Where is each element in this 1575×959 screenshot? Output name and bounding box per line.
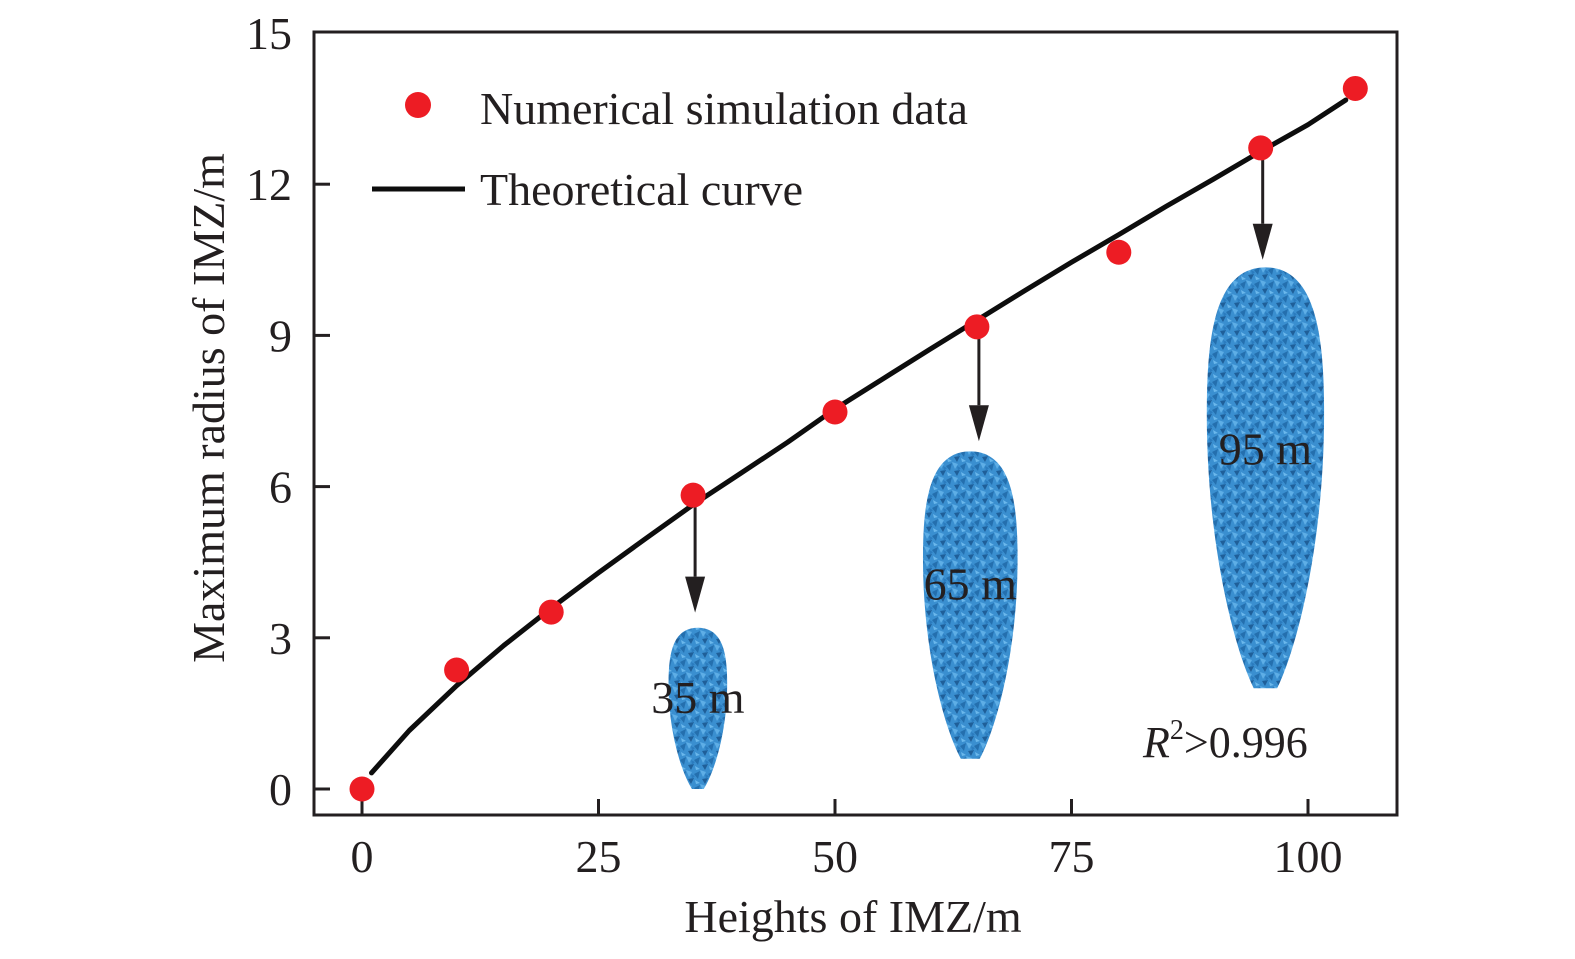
x-tick-label: 100 <box>1274 831 1343 882</box>
inset-label: 65 m <box>924 559 1018 610</box>
y-tick-label: 15 <box>246 8 292 59</box>
data-point <box>1106 239 1132 265</box>
x-tick-label: 50 <box>812 831 858 882</box>
data-point <box>680 482 706 508</box>
legend-label-simulation: Numerical simulation data <box>480 83 968 134</box>
y-tick-label: 6 <box>269 462 292 513</box>
annotation-arrows <box>685 153 1273 613</box>
imz-inset-shape <box>922 451 1018 759</box>
simulation-points <box>349 75 1368 802</box>
inset-label: 95 m <box>1219 423 1313 474</box>
data-point <box>1342 75 1368 101</box>
x-tick-label: 25 <box>576 831 622 882</box>
arrow-head <box>685 576 706 613</box>
y-tick-label: 0 <box>269 764 292 815</box>
inset-images <box>668 267 1325 789</box>
x-axis-title: Heights of IMZ/m <box>684 891 1022 942</box>
r-squared-symbol: R <box>1142 718 1170 767</box>
data-point <box>538 599 564 625</box>
plot-frame <box>312 30 1399 817</box>
x-axis-ticks: 0 25 50 75 100 <box>351 799 1343 882</box>
arrow-head <box>1252 223 1273 260</box>
imz-inset-shape <box>668 627 728 789</box>
y-tick-label: 12 <box>246 159 292 210</box>
data-point <box>1248 135 1274 161</box>
imz-inset-shape <box>1206 267 1325 689</box>
x-tick-label: 0 <box>351 831 374 882</box>
data-point <box>349 776 375 802</box>
r-squared-value: >0.996 <box>1184 718 1308 767</box>
legend-label-theory: Theoretical curve <box>480 164 803 215</box>
r-squared-superscript: 2 <box>1170 715 1184 746</box>
y-tick-label: 3 <box>269 613 292 664</box>
x-tick-label: 75 <box>1049 831 1095 882</box>
data-point <box>964 314 990 340</box>
r-squared-annotation: R2>0.996 <box>1142 715 1308 767</box>
y-axis-ticks: 0 3 6 9 12 15 <box>246 8 330 815</box>
legend-marker-simulation <box>405 92 431 118</box>
theoretical-curve-line <box>369 97 1349 776</box>
data-point <box>822 399 848 425</box>
y-tick-label: 9 <box>269 310 292 361</box>
legend: Numerical simulation data Theoretical cu… <box>372 83 968 215</box>
inset-label: 35 m <box>651 672 745 723</box>
inset-labels: 35 m 65 m 95 m <box>651 423 1312 723</box>
arrow-head <box>968 405 989 442</box>
y-axis-title: Maximum radius of IMZ/m <box>183 153 234 663</box>
data-point <box>444 657 470 683</box>
